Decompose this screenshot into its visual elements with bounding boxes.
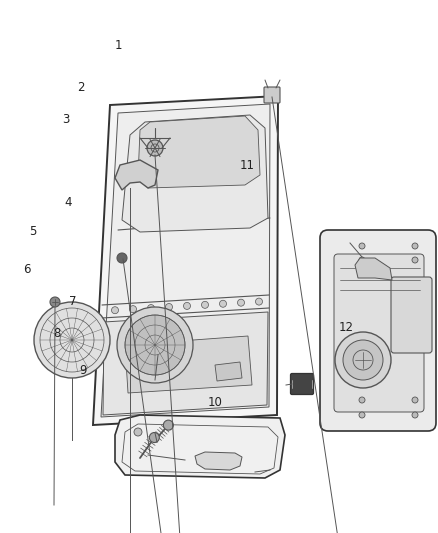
- FancyBboxPatch shape: [391, 277, 432, 353]
- Circle shape: [134, 428, 142, 436]
- Circle shape: [130, 305, 137, 313]
- Polygon shape: [215, 362, 242, 381]
- Circle shape: [359, 412, 365, 418]
- Text: 7: 7: [68, 295, 76, 308]
- Circle shape: [148, 304, 155, 312]
- Circle shape: [343, 340, 383, 380]
- Circle shape: [359, 257, 365, 263]
- Circle shape: [163, 420, 173, 430]
- Polygon shape: [101, 104, 270, 417]
- FancyBboxPatch shape: [334, 254, 424, 412]
- Text: 3: 3: [62, 114, 69, 126]
- Polygon shape: [115, 160, 158, 190]
- FancyBboxPatch shape: [290, 374, 314, 394]
- Polygon shape: [93, 96, 278, 425]
- Circle shape: [219, 300, 226, 307]
- Circle shape: [149, 432, 159, 442]
- Circle shape: [201, 301, 208, 308]
- Text: 1: 1: [114, 39, 122, 52]
- Circle shape: [412, 397, 418, 403]
- Text: 9: 9: [79, 364, 87, 377]
- Polygon shape: [125, 336, 252, 393]
- Circle shape: [237, 299, 244, 306]
- Polygon shape: [355, 258, 392, 280]
- Text: 12: 12: [339, 321, 353, 334]
- Circle shape: [184, 302, 191, 310]
- Text: 8: 8: [53, 327, 60, 340]
- Text: 2: 2: [77, 82, 85, 94]
- Polygon shape: [195, 452, 242, 470]
- Text: 10: 10: [207, 396, 222, 409]
- Text: 5: 5: [29, 225, 36, 238]
- Circle shape: [50, 297, 60, 307]
- Circle shape: [125, 315, 185, 375]
- Circle shape: [412, 412, 418, 418]
- Circle shape: [166, 303, 173, 311]
- Text: 6: 6: [23, 263, 31, 276]
- Polygon shape: [103, 312, 268, 415]
- Circle shape: [335, 332, 391, 388]
- Circle shape: [117, 253, 127, 263]
- Circle shape: [117, 307, 193, 383]
- Circle shape: [359, 243, 365, 249]
- Polygon shape: [122, 115, 268, 232]
- FancyBboxPatch shape: [264, 87, 280, 103]
- Text: 11: 11: [240, 159, 255, 172]
- Circle shape: [112, 306, 119, 314]
- Circle shape: [412, 257, 418, 263]
- Circle shape: [255, 298, 262, 305]
- Circle shape: [34, 302, 110, 378]
- Circle shape: [359, 397, 365, 403]
- FancyBboxPatch shape: [320, 230, 436, 431]
- Circle shape: [412, 243, 418, 249]
- Text: 4: 4: [64, 196, 72, 209]
- Circle shape: [147, 140, 163, 156]
- Polygon shape: [138, 116, 260, 188]
- Polygon shape: [115, 415, 285, 478]
